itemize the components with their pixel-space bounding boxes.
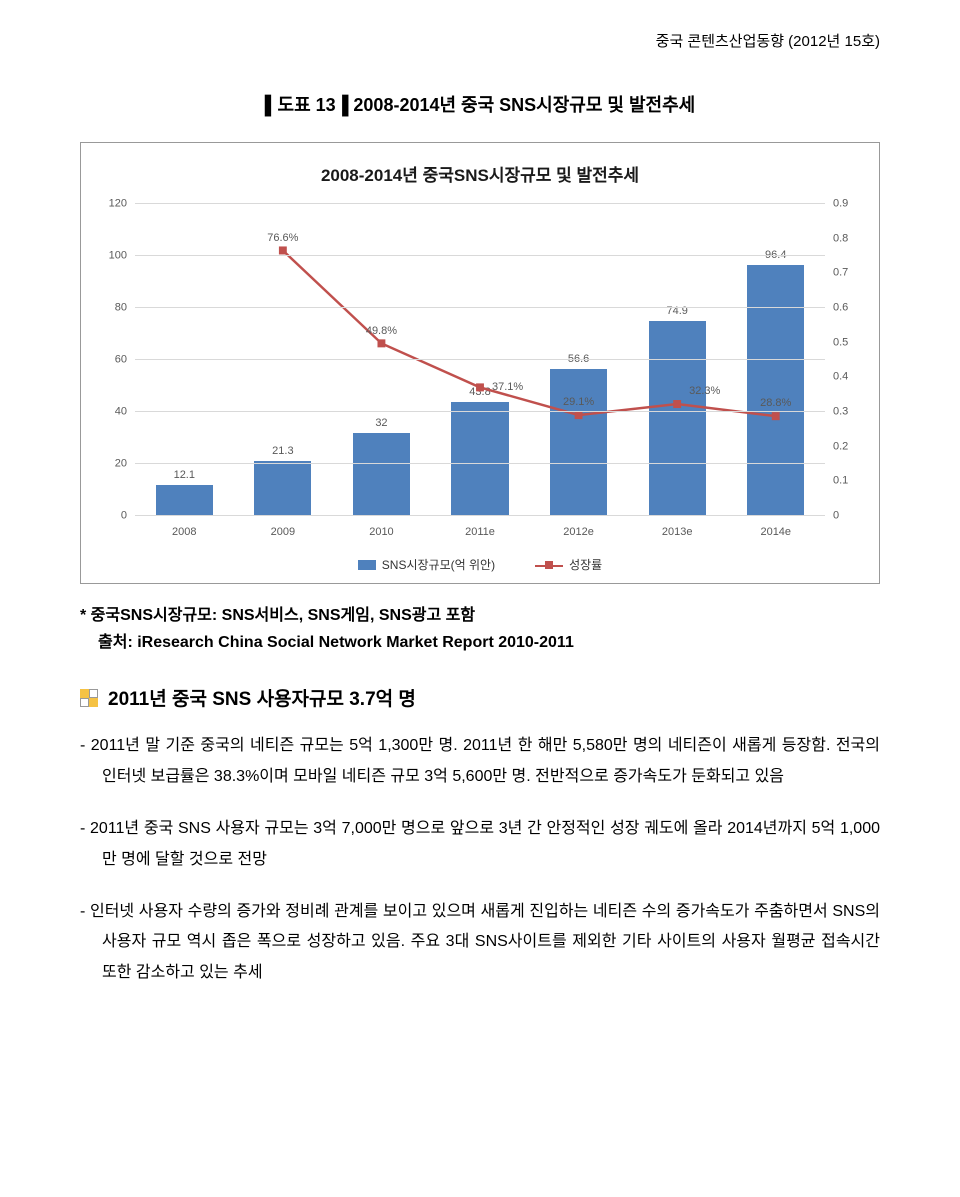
y-right-tick: 0.9 bbox=[829, 199, 865, 210]
figure-caption: ▌도표 13▐ 2008-2014년 중국 SNS시장규모 및 발전추세 bbox=[80, 91, 880, 117]
bar: 56.6 bbox=[550, 369, 607, 516]
y-right-tick: 0.1 bbox=[829, 476, 865, 487]
bar-value-label: 12.1 bbox=[174, 469, 195, 481]
x-axis-label: 2009 bbox=[234, 520, 333, 544]
y-right-tick: 0.2 bbox=[829, 441, 865, 452]
x-axis-label: 2013e bbox=[628, 520, 727, 544]
bar-slot: 74.9 bbox=[628, 204, 727, 516]
paragraph-1: - 2011년 말 기준 중국의 네티즌 규모는 5억 1,300만 명. 20… bbox=[80, 731, 880, 792]
line-point-label: 28.8% bbox=[760, 397, 791, 409]
section-bullet-icon bbox=[80, 689, 98, 707]
bar-series: 12.1 21.3 32 43.8 56.6 74.9 96.4 bbox=[135, 204, 825, 516]
paragraph-2: - 2011년 중국 SNS 사용자 규모는 3억 7,000만 명으로 앞으로… bbox=[80, 814, 880, 875]
y-right-tick: 0.3 bbox=[829, 407, 865, 418]
line-point-label: 32.3% bbox=[689, 385, 720, 397]
bar-slot: 96.4 bbox=[726, 204, 825, 516]
bar: 32 bbox=[353, 433, 410, 516]
bar-value-label: 32 bbox=[375, 417, 387, 429]
line-point-label: 49.8% bbox=[366, 325, 397, 337]
x-axis-label: 2008 bbox=[135, 520, 234, 544]
line-point-label: 29.1% bbox=[563, 396, 594, 408]
y-right-tick: 0 bbox=[829, 511, 865, 522]
gridline bbox=[135, 411, 825, 412]
y-right-tick: 0.6 bbox=[829, 303, 865, 314]
chart-plot-area: 020406080100120 00.10.20.30.40.50.60.70.… bbox=[95, 204, 865, 544]
paragraph-3: - 인터넷 사용자 수량의 증가와 정비례 관계를 보이고 있으며 새롭게 진입… bbox=[80, 897, 880, 988]
chart-legend: SNS시장규모(억 위안) 성장률 bbox=[95, 556, 865, 573]
x-axis-label: 2010 bbox=[332, 520, 431, 544]
section-heading: 2011년 중국 SNS 사용자규모 3.7억 명 bbox=[80, 684, 880, 711]
bar: 12.1 bbox=[156, 485, 213, 516]
gridline bbox=[135, 463, 825, 464]
x-axis-label: 2011e bbox=[431, 520, 530, 544]
line-point-label: 37.1% bbox=[492, 381, 523, 393]
gridline bbox=[135, 359, 825, 360]
bar-slot: 12.1 bbox=[135, 204, 234, 516]
bar-slot: 32 bbox=[332, 204, 431, 516]
legend-swatch-bar bbox=[358, 560, 376, 570]
gridline bbox=[135, 515, 825, 516]
bar-value-label: 21.3 bbox=[272, 445, 293, 457]
bar-slot: 21.3 bbox=[234, 204, 333, 516]
y-left-tick: 60 bbox=[95, 355, 131, 366]
y-left-tick: 40 bbox=[95, 407, 131, 418]
x-axis: 2008200920102011e2012e2013e2014e bbox=[135, 520, 825, 544]
bar: 21.3 bbox=[254, 461, 311, 516]
line-point-label: 76.6% bbox=[267, 232, 298, 244]
gridline bbox=[135, 307, 825, 308]
x-axis-label: 2012e bbox=[529, 520, 628, 544]
legend-label-bar: SNS시장규모(억 위안) bbox=[382, 556, 495, 573]
bar-slot: 43.8 bbox=[431, 204, 530, 516]
page-header: 중국 콘텐츠산업동향 (2012년 15호) bbox=[80, 30, 880, 51]
y-left-tick: 20 bbox=[95, 459, 131, 470]
bar: 96.4 bbox=[747, 265, 804, 516]
source-line-2: 출처: iResearch China Social Network Marke… bbox=[80, 629, 880, 656]
bar: 43.8 bbox=[451, 402, 508, 516]
section-title: 2011년 중국 SNS 사용자규모 3.7억 명 bbox=[108, 684, 416, 711]
y-axis-right: 00.10.20.30.40.50.60.70.80.9 bbox=[829, 204, 865, 516]
bar-value-label: 43.8 bbox=[469, 386, 490, 398]
gridline bbox=[135, 255, 825, 256]
y-left-tick: 100 bbox=[95, 251, 131, 262]
x-axis-label: 2014e bbox=[726, 520, 825, 544]
y-right-tick: 0.5 bbox=[829, 337, 865, 348]
y-right-tick: 0.7 bbox=[829, 268, 865, 279]
legend-label-line: 성장률 bbox=[569, 556, 602, 573]
bar-slot: 56.6 bbox=[529, 204, 628, 516]
y-right-tick: 0.8 bbox=[829, 233, 865, 244]
figure-source: * 중국SNS시장규모: SNS서비스, SNS게임, SNS광고 포함 출처:… bbox=[80, 602, 880, 656]
legend-item-bar: SNS시장규모(억 위안) bbox=[358, 556, 495, 573]
chart-container: 2008-2014년 중국SNS시장규모 및 발전추세 0 20 40 60 80 100… bbox=[80, 142, 880, 584]
y-left-tick: 0 bbox=[95, 511, 131, 522]
gridline bbox=[135, 203, 825, 204]
plot-region: 12.1 21.3 32 43.8 56.6 74.9 96.4 76.6% 49.8% 37.… bbox=[135, 204, 825, 516]
source-line-1: * 중국SNS시장규모: SNS서비스, SNS게임, SNS광고 포함 bbox=[80, 602, 880, 629]
legend-item-line: 성장률 bbox=[535, 556, 602, 573]
y-axis-left: 020406080100120 bbox=[95, 204, 131, 516]
legend-swatch-line bbox=[535, 560, 563, 570]
y-right-tick: 0.4 bbox=[829, 372, 865, 383]
bar: 74.9 bbox=[649, 321, 706, 516]
chart-title: 2008-2014년 중국SNS시장규모 및 발전추세 bbox=[95, 161, 865, 186]
y-left-tick: 80 bbox=[95, 303, 131, 314]
y-left-tick: 120 bbox=[95, 199, 131, 210]
